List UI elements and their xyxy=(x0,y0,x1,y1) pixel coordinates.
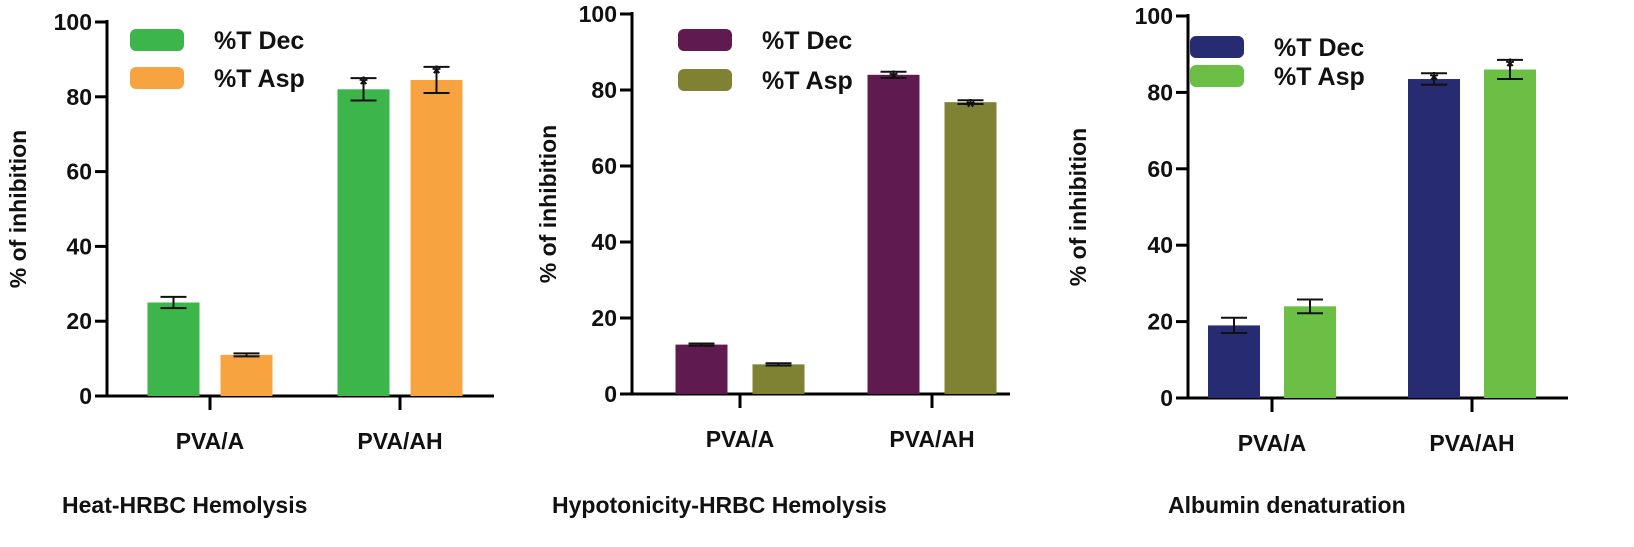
y-tick-label: 0 xyxy=(604,381,617,407)
legend-label: %T Asp xyxy=(214,65,305,93)
y-tick-label: 80 xyxy=(1147,79,1173,105)
y-tick-label: 60 xyxy=(1147,156,1173,182)
bar xyxy=(1484,69,1536,398)
y-tick-label: 0 xyxy=(79,383,92,409)
significance-marker: * xyxy=(966,94,975,119)
significance-marker: * xyxy=(432,61,441,86)
y-axis-title: % of inhibition xyxy=(535,125,561,283)
chart-panel-3: 0 20 40 60 80 100 % of inhibition PVA/A PVA/AH * *… xyxy=(1065,3,1568,456)
bar xyxy=(867,74,920,395)
bar xyxy=(337,89,390,396)
x-tick-label: PVA/AH xyxy=(889,426,974,452)
y-tick-label: 40 xyxy=(66,233,92,259)
y-tick-label: 80 xyxy=(66,84,92,110)
y-tick-label: 20 xyxy=(591,305,617,331)
y-axis-title: % of inhibition xyxy=(5,130,31,288)
significance-marker: * xyxy=(889,66,898,91)
y-tick-label: 0 xyxy=(1160,385,1173,411)
bar xyxy=(944,102,997,394)
legend-swatch xyxy=(1190,36,1244,58)
bar xyxy=(675,344,728,394)
caption-heat-hrbc-hemolysis: Heat-HRBC Hemolysis xyxy=(62,492,308,518)
y-tick-label: 20 xyxy=(66,308,92,334)
legend-swatch xyxy=(678,29,732,51)
bar xyxy=(147,302,200,396)
chart-panel-1: 0 20 40 60 80 100 % of inhibition PVA/A PVA/AH * *… xyxy=(5,9,494,454)
x-tick-label: PVA/AH xyxy=(1429,430,1514,456)
legend-label: %T Dec xyxy=(1274,34,1364,62)
bar xyxy=(220,354,273,396)
legend-swatch xyxy=(678,69,732,91)
x-tick-label: PVA/A xyxy=(1238,430,1307,456)
significance-marker: * xyxy=(1506,54,1515,79)
chart-panel-2: 0 20 40 60 80 100 % of inhibition PVA/A PVA/AH * *… xyxy=(535,1,1010,452)
y-tick-label: 80 xyxy=(591,77,617,103)
caption-albumin-denaturation: Albumin denaturation xyxy=(1168,492,1406,518)
bar xyxy=(1408,79,1460,398)
x-tick-label: PVA/A xyxy=(706,426,775,452)
legend-swatch xyxy=(130,67,184,89)
y-tick-label: 60 xyxy=(66,159,92,185)
y-tick-label: 60 xyxy=(591,153,617,179)
y-tick-label: 40 xyxy=(591,229,617,255)
bar xyxy=(410,79,463,396)
y-tick-label: 100 xyxy=(54,9,92,35)
y-axis-title: % of inhibition xyxy=(1065,128,1091,286)
legend-swatch xyxy=(1190,65,1244,87)
legend-label: %T Dec xyxy=(214,27,304,55)
x-tick-label: PVA/AH xyxy=(357,428,442,454)
x-tick-label: PVA/A xyxy=(176,428,245,454)
y-tick-label: 40 xyxy=(1147,232,1173,258)
caption-hypotonicity-hrbc-hemolysis: Hypotonicity-HRBC Hemolysis xyxy=(552,492,887,518)
bar xyxy=(752,364,805,394)
legend-swatch xyxy=(130,29,184,51)
y-tick-label: 100 xyxy=(579,1,617,27)
bar xyxy=(1208,325,1260,398)
y-tick-label: 20 xyxy=(1147,309,1173,335)
significance-marker: * xyxy=(1430,67,1439,92)
legend-label: %T Asp xyxy=(1274,63,1365,91)
significance-marker: * xyxy=(359,72,368,97)
legend-label: %T Dec xyxy=(762,27,852,55)
y-tick-label: 100 xyxy=(1135,3,1173,29)
bar xyxy=(1284,306,1336,398)
legend-label: %T Asp xyxy=(762,67,853,95)
